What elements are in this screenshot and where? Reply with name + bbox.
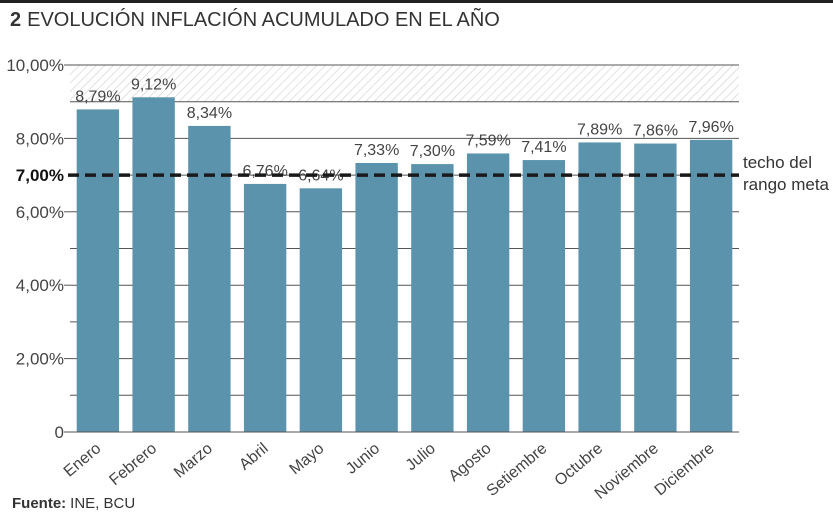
y-tick-label: 2,00% [16,350,64,369]
data-label: 7,41% [521,139,566,156]
top-rule [0,0,833,3]
y-tick-label: 8,00% [16,129,64,148]
source-label: Fuente: [12,495,67,512]
hatched-band [70,65,739,102]
bar [578,142,621,432]
bar [299,188,343,432]
x-tick-label: Diciembre [652,440,718,499]
source-note: Fuente: INE, BCU [12,495,135,512]
source-text: INE, BCU [70,495,136,512]
chart-title-text: EVOLUCIÓN INFLACIÓN ACUMULADO EN EL AÑO [27,9,500,31]
data-label: 6,76% [242,163,287,180]
data-label: 7,89% [577,121,622,138]
y-tick-label: 10,00% [6,56,64,75]
x-tick-label: Abril [236,440,271,474]
y-tick-label: 0 [55,423,64,442]
data-label: 8,34% [187,105,232,122]
reference-annotation: techo del [743,153,812,172]
chart-number: 2 [10,9,22,31]
bar [355,162,398,432]
x-tick-label: Agosto [446,440,495,485]
data-label: 9,12% [131,76,176,93]
x-tick-label: Setiembre [484,440,551,500]
bar [243,183,287,432]
bar [466,153,510,432]
bar [188,125,231,432]
x-tick-label: Octubre [552,440,607,490]
reference-line-label: 7,00% [16,166,64,185]
reference-annotation: rango meta [743,175,830,194]
bar [522,160,566,433]
bar [76,109,120,433]
bar [634,143,677,432]
x-tick-label: Enero [61,440,105,481]
bar [132,97,175,433]
data-label: 7,30% [410,143,455,160]
data-label: 6,64% [298,167,343,184]
x-tick-label: Julio [403,440,439,474]
x-tick-label: Febrero [106,440,160,489]
data-label: 8,79% [75,88,120,105]
x-tick-label: Junio [343,440,383,478]
bar [411,164,454,432]
data-label: 7,59% [465,132,510,149]
bar [689,139,733,433]
data-label: 7,33% [354,142,399,159]
data-label: 7,86% [633,123,678,140]
x-tick-label: Marzo [171,440,216,482]
chart-title: 2 EVOLUCIÓN INFLACIÓN ACUMULADO EN EL AÑO [10,9,500,32]
y-tick-label: 4,00% [16,276,64,295]
x-tick-label: Mayo [287,440,328,478]
data-label: 7,96% [688,119,733,136]
y-tick-label: 6,00% [16,203,64,222]
